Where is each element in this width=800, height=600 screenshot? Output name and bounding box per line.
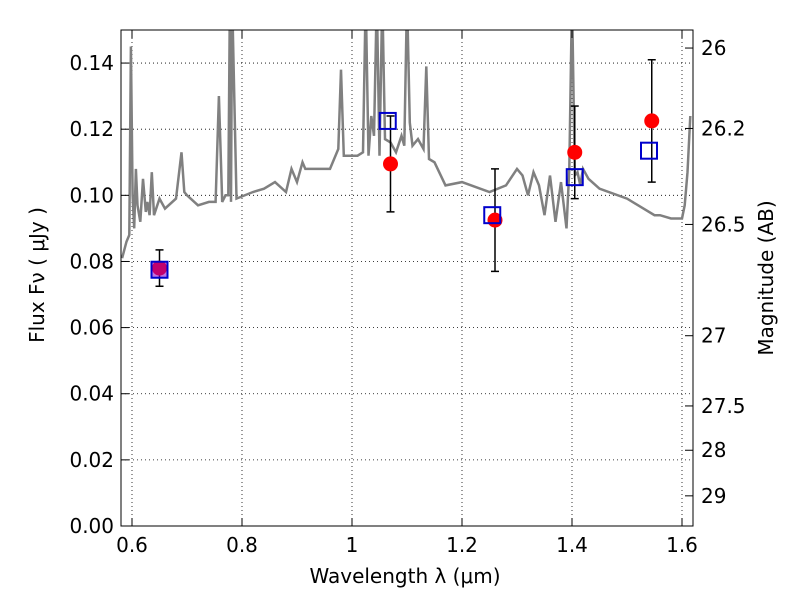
x-tick-label: 0.8 [226,533,258,557]
model-point [378,111,397,130]
y-tick-label: 0.02 [69,448,114,472]
x-tick-label: 1 [346,533,359,557]
y-tick-label: 0.06 [69,316,114,340]
right-tick-label: 28 [701,438,726,462]
y-axis-label-right: Magnitude (AB) [754,200,778,355]
y-tick-label: 0.00 [69,514,114,538]
y-axis-label: Flux Fν ( μJy ) [25,207,49,343]
model-point [150,260,169,279]
points-layer [150,59,660,288]
observed-point [383,156,398,172]
spectrum-layer [121,30,692,259]
y-tick-label: 0.14 [69,51,114,75]
y-tick-label: 0.12 [69,117,114,141]
model-point [640,141,658,160]
y-tick-label: 0.04 [69,382,114,406]
grid-layer [121,30,693,527]
plot-frame [120,29,694,527]
observed-point [567,144,583,160]
x-tick-label: 1.6 [666,533,698,557]
right-tick-label: 26.2 [701,116,746,140]
right-tick-label: 27.5 [701,394,746,418]
right-tick-label: 26.5 [701,212,746,236]
spectrum-line [121,30,692,259]
model-point [565,168,584,187]
y-tick-label: 0.10 [69,183,114,207]
x-tick-label: 1.2 [446,533,478,557]
model-point [483,206,502,225]
right-tick-label: 27 [701,324,726,348]
observed-point [644,113,660,129]
right-tick-label: 29 [701,484,726,508]
ticks-layer: 0.6 0.8 1 1.2 1.4 1.6 0.00 0.02 0.04 0.06 0.08 0.10… [69,30,746,557]
y-tick-label: 0.08 [69,249,114,273]
right-tick-label: 26 [701,36,726,60]
x-axis-label: Wavelength λ (μm) [309,564,500,588]
x-tick-label: 0.6 [116,533,148,557]
x-tick-label: 1.4 [556,533,588,557]
